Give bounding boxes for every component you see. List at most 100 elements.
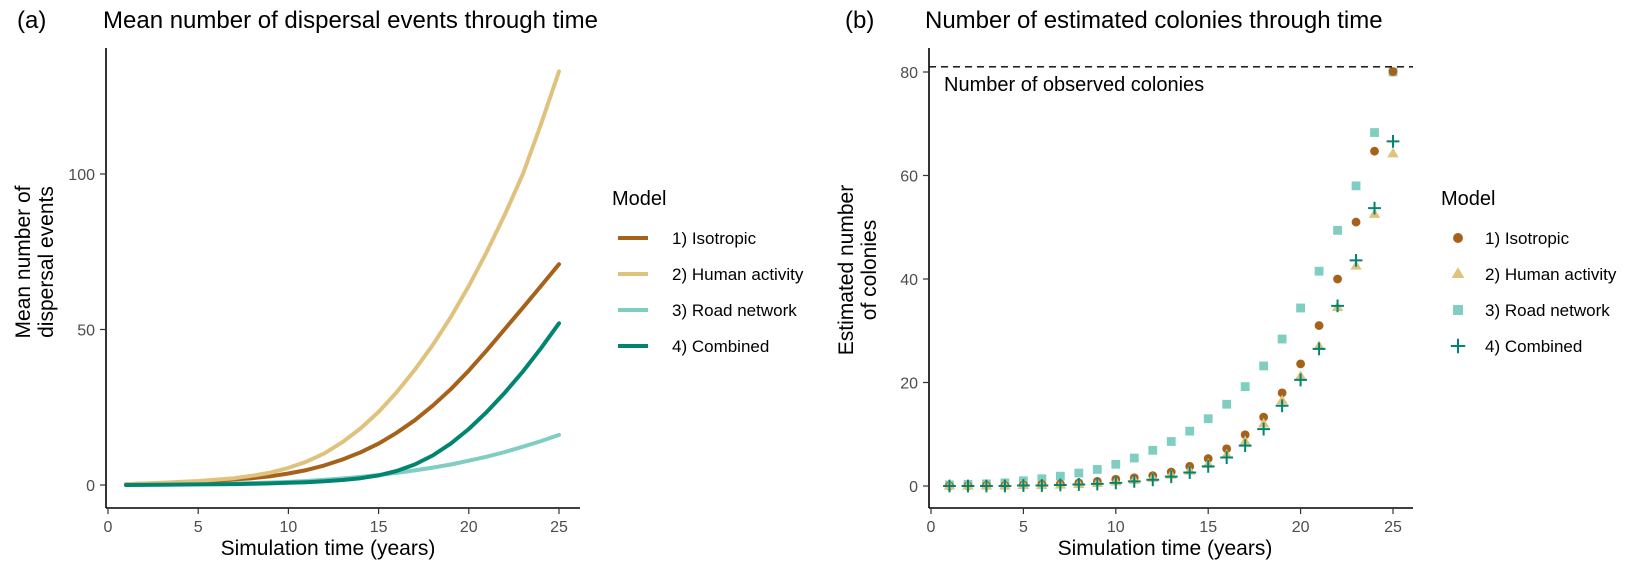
panel-a-legend-label-3: 3) Road network [672, 301, 797, 320]
point-combined [1257, 422, 1271, 436]
point-road [1055, 471, 1065, 481]
legend-key-square-road [1453, 305, 1463, 315]
point-road [1259, 361, 1269, 371]
point-road [1111, 459, 1121, 469]
point-road [1370, 128, 1379, 137]
point-combined [1238, 439, 1252, 453]
panel-b-title: Number of estimated colonies through tim… [925, 7, 1383, 34]
point-isotropic [1351, 217, 1361, 227]
point-isotropic [1296, 359, 1305, 369]
point-combined [1017, 479, 1030, 492]
point-isotropic [1388, 67, 1398, 76]
panel-b-y-tick-label: 80 [900, 65, 918, 82]
legend-key-plus-combined [1450, 338, 1466, 354]
panel-a-legend-label-2: 2) Human activity [672, 265, 804, 284]
panel-b-legend-label-1: 1) Isotropic [1485, 229, 1570, 248]
point-isotropic [1333, 274, 1342, 284]
point-road [1277, 334, 1287, 344]
panel-b-y-tick-label: 20 [900, 376, 918, 393]
panel-b-legend-label-4: 4) Combined [1485, 337, 1582, 356]
point-combined [1035, 479, 1049, 492]
line-human [124, 69, 561, 487]
point-human [1387, 147, 1399, 158]
point-combined [1294, 373, 1307, 387]
point-combined [1146, 473, 1160, 487]
point-combined [1183, 466, 1197, 479]
panel-a-plot-area [124, 69, 561, 487]
panel-a-x-tick-label: 20 [460, 519, 478, 536]
legend-key-circle-isotropic [1453, 233, 1463, 243]
point-combined [1127, 474, 1141, 488]
panel-b-plot-area [929, 66, 1413, 493]
point-combined [943, 479, 956, 493]
point-road [1333, 225, 1342, 235]
point-isotropic [1222, 444, 1232, 454]
point-road [1148, 445, 1158, 455]
point-road [1296, 303, 1305, 313]
panel-b-ylabel-line2: of colonies [858, 220, 881, 320]
panel-b-y-tick-label: 0 [909, 479, 918, 496]
panel-a-legend-label-1: 1) Isotropic [672, 229, 757, 248]
point-road [1203, 414, 1213, 424]
point-combined [1220, 451, 1234, 464]
point-combined [1368, 201, 1381, 215]
line-combined [124, 321, 561, 487]
point-combined [1090, 477, 1104, 491]
panel-a-y-tick-label: 100 [68, 167, 95, 184]
panel-a-xlabel: Simulation time (years) [221, 537, 436, 560]
point-road [1037, 474, 1047, 484]
point-road [1092, 465, 1102, 474]
point-isotropic [1370, 146, 1379, 156]
panel-b-legend-label-3: 3) Road network [1485, 301, 1610, 320]
point-combined [1072, 478, 1086, 491]
panel-b-x-tick-label: 10 [1107, 519, 1125, 536]
point-road [1166, 437, 1176, 446]
panel-b-x-tick-label: 0 [927, 519, 936, 536]
panel-a-ylabel-line2: dispersal events [35, 186, 58, 338]
point-road [1222, 399, 1232, 409]
panel-a-letter: (a) [17, 7, 46, 34]
panel-b-xlabel: Simulation time (years) [1058, 537, 1273, 560]
point-combined [1349, 253, 1363, 267]
panel-a-y-tick-label: 0 [86, 478, 95, 495]
point-road [1074, 468, 1084, 478]
point-isotropic [1314, 321, 1324, 330]
panel-b-y-tick-label: 40 [900, 272, 918, 289]
panel-b-legend-keys [1450, 233, 1466, 354]
panel-a-x-tick-label: 25 [550, 519, 568, 536]
panel-b-legend-title: Model [1441, 188, 1495, 210]
point-combined [1312, 342, 1326, 356]
point-combined [1275, 399, 1289, 413]
point-road [1351, 181, 1361, 191]
point-road [1240, 382, 1250, 392]
point-combined [961, 479, 975, 493]
panel-b-y-tick-label: 60 [900, 169, 918, 186]
panel-a-legend-label-4: 4) Combined [672, 337, 769, 356]
point-combined [1164, 470, 1178, 484]
point-combined [998, 479, 1012, 493]
panel-b-letter: (b) [845, 7, 874, 34]
point-combined [980, 479, 993, 493]
panel-a-legend-keys [618, 236, 648, 348]
point-road [1129, 453, 1139, 463]
panel-b-legend-label-2: 2) Human activity [1485, 265, 1617, 284]
point-road [1185, 426, 1195, 436]
panel-a-x-tick-label: 5 [194, 519, 203, 536]
point-road [1314, 266, 1324, 276]
panel-a-title: Mean number of dispersal events through … [103, 7, 598, 34]
point-combined [1201, 459, 1215, 473]
panel-b-x-tick-label: 5 [1019, 519, 1028, 536]
legend-key-triangle-human [1451, 267, 1465, 279]
panel-a-x-tick-label: 15 [370, 519, 388, 536]
panel-a-x-tick-label: 10 [280, 519, 298, 536]
panel-a-x-tick-label: 0 [104, 519, 113, 536]
panel-a-axes: 0 5 10 15 20 25 0 50 100 [68, 48, 580, 536]
panel-a-y-tick-label: 50 [77, 323, 95, 340]
point-isotropic [1277, 388, 1287, 398]
point-combined [1386, 134, 1400, 148]
panel-b-x-tick-label: 20 [1292, 519, 1310, 536]
line-isotropic [124, 262, 561, 487]
panel-b-x-tick-label: 25 [1384, 519, 1402, 536]
